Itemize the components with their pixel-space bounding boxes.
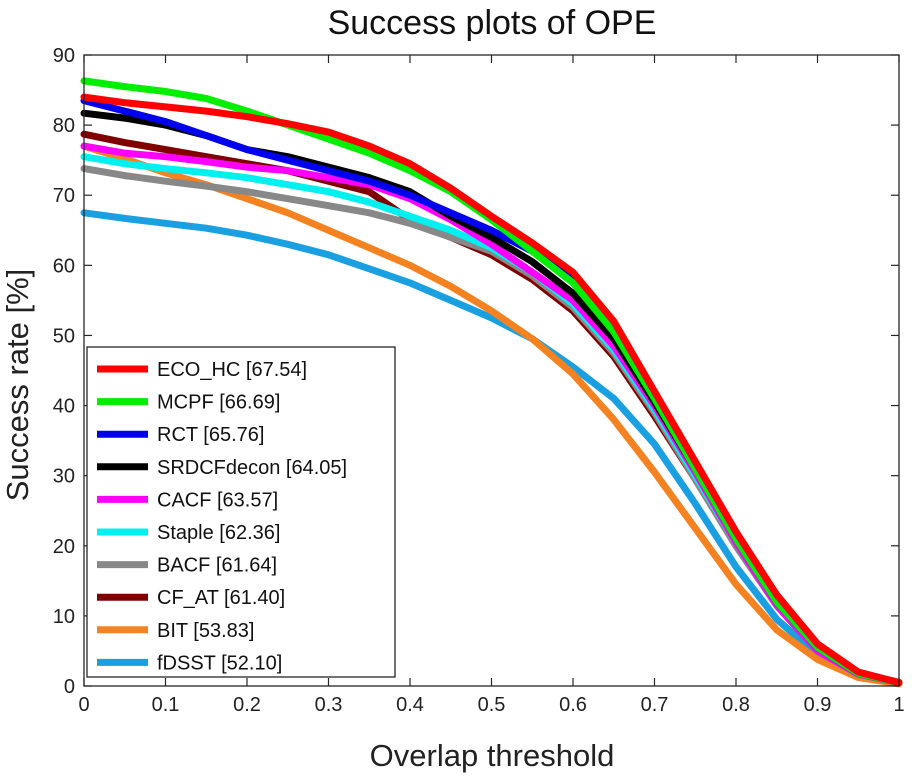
- x-tick-label: 0.1: [152, 694, 180, 716]
- axis-ticks: 0 0.1 0.2 0.3 0.4 0.5 0.6 0.7 0.8 0.9 101020304050…: [53, 45, 905, 716]
- y-tick-label: 60: [53, 255, 75, 277]
- y-tick-label: 10: [53, 606, 75, 628]
- x-tick-label: 0.7: [641, 694, 669, 716]
- legend-label-srdcfdecon: SRDCFdecon [64.05]: [157, 457, 347, 479]
- series-line-eco-hc: [80, 93, 903, 686]
- legend-label-bit: BIT [53.83]: [157, 620, 254, 642]
- x-tick-label: 0.5: [478, 694, 506, 716]
- y-tick-label: 80: [53, 115, 75, 137]
- y-tick-label: 0: [64, 676, 75, 698]
- y-tick-label: 20: [53, 536, 75, 558]
- legend-label-cacf: CACF [63.57]: [157, 489, 278, 511]
- legend-label-cf-at: CF_AT [61.40]: [157, 587, 285, 609]
- x-tick-label: 0.8: [722, 694, 750, 716]
- x-tick-label: 0.2: [233, 694, 261, 716]
- y-axis-label: Success rate [%]: [0, 269, 35, 502]
- series-line-fdsst: [80, 209, 903, 686]
- x-tick-label: 0.4: [396, 694, 424, 716]
- legend-label-staple: Staple [62.36]: [157, 522, 280, 544]
- legend-label-eco-hc: ECO_HC [67.54]: [157, 359, 307, 381]
- y-tick-label: 40: [53, 396, 75, 418]
- x-axis-label: Overlap threshold: [370, 738, 615, 773]
- y-tick-label: 70: [53, 185, 75, 207]
- legend: ECO_HC [67.54] MCPF [66.69] RCT [65.76] SRD…: [86, 346, 396, 678]
- x-tick-label: 0.3: [315, 694, 343, 716]
- legend-label-mcpf: MCPF [66.69]: [157, 392, 280, 414]
- x-tick-label: 1: [893, 694, 904, 716]
- x-tick-label: 0.6: [559, 694, 587, 716]
- series-layer: [80, 77, 903, 688]
- legend-label-bacf: BACF [61.64]: [157, 555, 277, 577]
- y-tick-label: 90: [53, 45, 75, 67]
- x-tick-label: 0.9: [804, 694, 832, 716]
- x-tick-label: 0: [78, 694, 89, 716]
- legend-label-fdsst: fDSST [52.10]: [157, 652, 282, 674]
- legend-items: ECO_HC [67.54] MCPF [66.69] RCT [65.76] SRD…: [97, 359, 347, 674]
- legend-label-rct: RCT [65.76]: [157, 424, 264, 446]
- y-tick-label: 30: [53, 466, 75, 488]
- y-tick-label: 50: [53, 325, 75, 347]
- chart-title: Success plots of OPE: [328, 4, 657, 42]
